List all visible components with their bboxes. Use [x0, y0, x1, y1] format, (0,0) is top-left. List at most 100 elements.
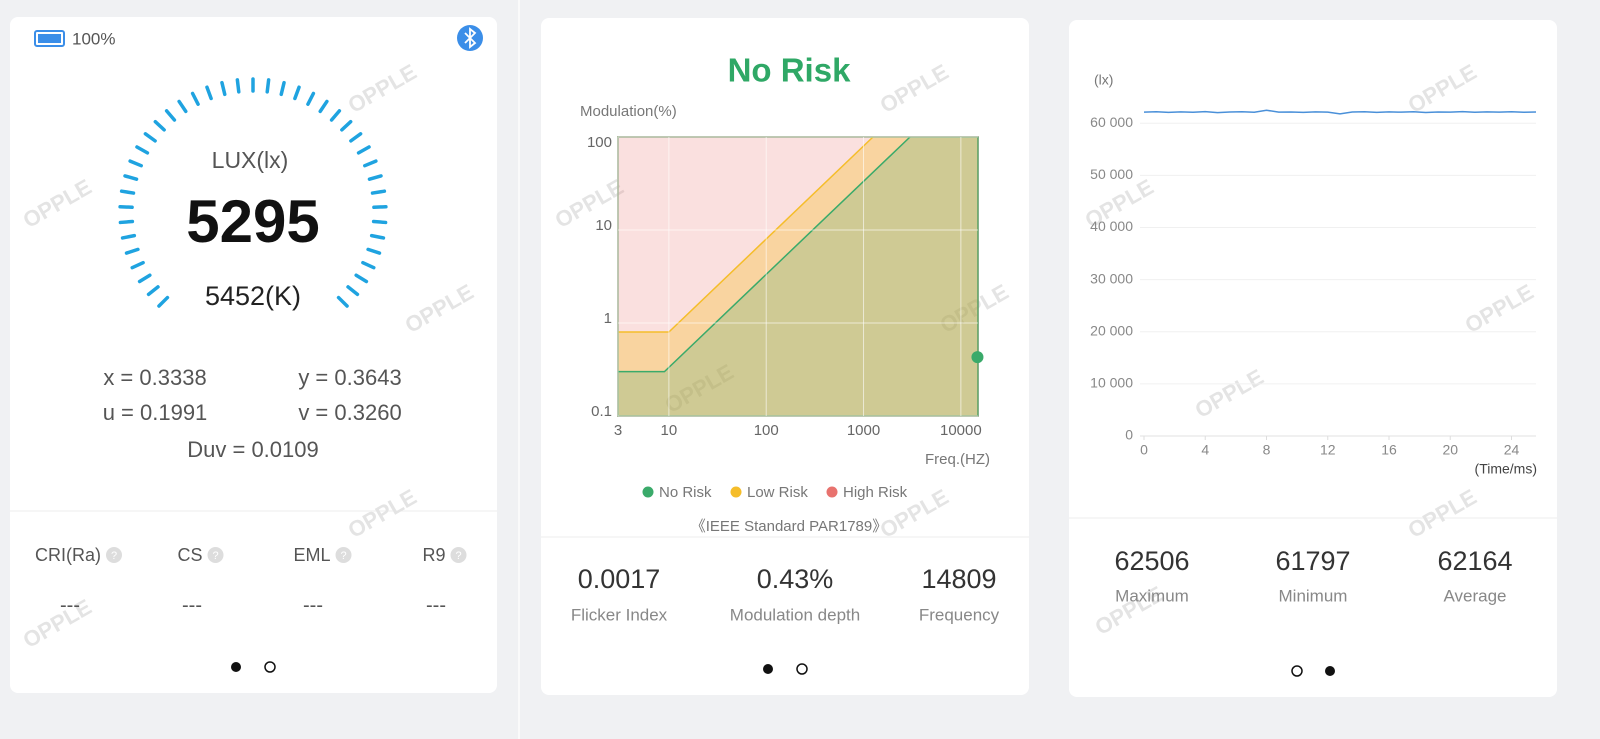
metric-value: --- — [182, 594, 202, 616]
y-tick-label: 0 — [1125, 427, 1133, 443]
card — [1069, 20, 1557, 697]
card — [10, 17, 497, 693]
gauge-tick — [306, 91, 316, 106]
gauge-tick — [137, 273, 152, 284]
gauge-tick — [177, 99, 188, 114]
gauge-tick — [205, 85, 213, 101]
help-button[interactable] — [106, 547, 122, 563]
x-tick-label: 0 — [1140, 442, 1148, 458]
page-dot[interactable] — [264, 661, 276, 673]
y-tick-label: 40 000 — [1090, 218, 1133, 234]
risk-boundary — [618, 136, 911, 373]
gauge-tick — [190, 91, 200, 106]
gauge-tick — [143, 132, 157, 143]
gauge-tick — [130, 260, 145, 270]
legend-marker — [642, 486, 654, 498]
help-icon: ? — [340, 550, 346, 562]
gauge-tick — [367, 174, 383, 181]
stat-value: 61797 — [1275, 546, 1350, 576]
battery-icon — [34, 30, 65, 47]
stat-label: Frequency — [919, 605, 1000, 624]
y-axis-label: Modulation(%) — [580, 103, 677, 120]
x-tick-label: 3 — [614, 422, 622, 439]
y-tick-label: 30 000 — [1090, 270, 1133, 286]
battery-level — [38, 34, 61, 43]
x-tick-label: 10 — [661, 422, 678, 439]
help-icon: ? — [455, 550, 461, 562]
gauge-tick — [354, 273, 369, 284]
help-icon: ? — [111, 550, 117, 562]
wave-line — [1143, 109, 1537, 115]
y-tick-label: 1 — [604, 310, 612, 327]
metric-label: CRI(Ra) — [35, 545, 101, 565]
risk-region — [618, 137, 978, 416]
gauge-tick — [336, 295, 349, 308]
x-axis-label: Freq.(HZ) — [925, 451, 990, 468]
gauge-tick — [146, 285, 160, 297]
stat-value: 14809 — [921, 564, 996, 594]
gauge-tick — [340, 119, 353, 132]
cct-value: 5452(K) — [205, 281, 301, 311]
gauge-tick — [123, 174, 139, 181]
gauge — [118, 77, 388, 308]
page-dot[interactable] — [1325, 666, 1335, 676]
page-dot[interactable] — [763, 664, 773, 674]
help-button[interactable] — [450, 547, 467, 563]
legend-marker — [730, 486, 742, 498]
metric-value: --- — [303, 594, 323, 616]
battery-text: 100% — [72, 29, 115, 48]
card — [541, 18, 1029, 695]
help-button[interactable] — [335, 547, 352, 563]
coord: v = 0.3260 — [298, 400, 401, 425]
gauge-tick — [318, 99, 329, 114]
gauge-tick — [293, 85, 301, 101]
gauge-tick — [157, 295, 170, 308]
gauge-tick — [356, 145, 371, 155]
x-tick-label: 24 — [1504, 442, 1520, 458]
x-tick-label: 4 — [1201, 442, 1209, 458]
metric-label: CS — [177, 545, 202, 565]
metrics: CRI(Ra) ? --- CS ? --- EML ? --- R9 ? --- — [35, 545, 467, 616]
gauge-tick — [119, 189, 136, 195]
gauge-tick — [371, 219, 388, 225]
gauge-tick — [235, 78, 241, 94]
legend-label: High Risk — [843, 484, 908, 501]
x-tick-label: 10000 — [940, 422, 982, 439]
gauge-tick — [120, 233, 137, 240]
gauge-tick — [118, 219, 135, 225]
risk-region — [618, 137, 978, 416]
y-tick-label: 10 — [595, 217, 612, 234]
bluetooth-icon — [464, 27, 477, 49]
help-button[interactable] — [207, 547, 224, 563]
x-tick-label: 16 — [1381, 442, 1397, 458]
y-tick-label: 20 000 — [1090, 322, 1133, 338]
gauge-tick — [265, 78, 271, 94]
gauge-tick — [363, 159, 378, 168]
gauge-tick — [361, 260, 376, 270]
legend-marker — [826, 486, 838, 498]
gauge-tick — [164, 109, 177, 122]
x-tick-label: 20 — [1442, 442, 1458, 458]
metric-value: --- — [60, 594, 80, 616]
gauge-tick — [153, 119, 166, 132]
lux-label: LUX(lx) — [212, 147, 289, 173]
gauge-tick — [366, 247, 382, 255]
wave-chart: 0 10 000 20 000 30 000 40 000 50 000 60 000 0 4 8… — [1090, 109, 1537, 458]
page-dot[interactable] — [231, 662, 241, 672]
stat-value: 0.0017 — [578, 564, 661, 594]
metric-label: R9 — [422, 545, 445, 565]
duv: Duv = 0.0109 — [187, 437, 318, 462]
legend-label: No Risk — [659, 484, 712, 501]
gauge-tick — [349, 132, 363, 143]
page-dot[interactable] — [1291, 665, 1303, 677]
stat-value: 62164 — [1437, 546, 1512, 576]
page-dot[interactable] — [796, 663, 808, 675]
gauge-tick — [279, 80, 286, 97]
gauge-tick — [124, 247, 140, 255]
stat-label: Flicker Index — [571, 605, 668, 624]
stat-label: Minimum — [1279, 586, 1348, 605]
y-axis-label: (lx) — [1094, 72, 1113, 88]
coord: y = 0.3643 — [298, 365, 401, 390]
